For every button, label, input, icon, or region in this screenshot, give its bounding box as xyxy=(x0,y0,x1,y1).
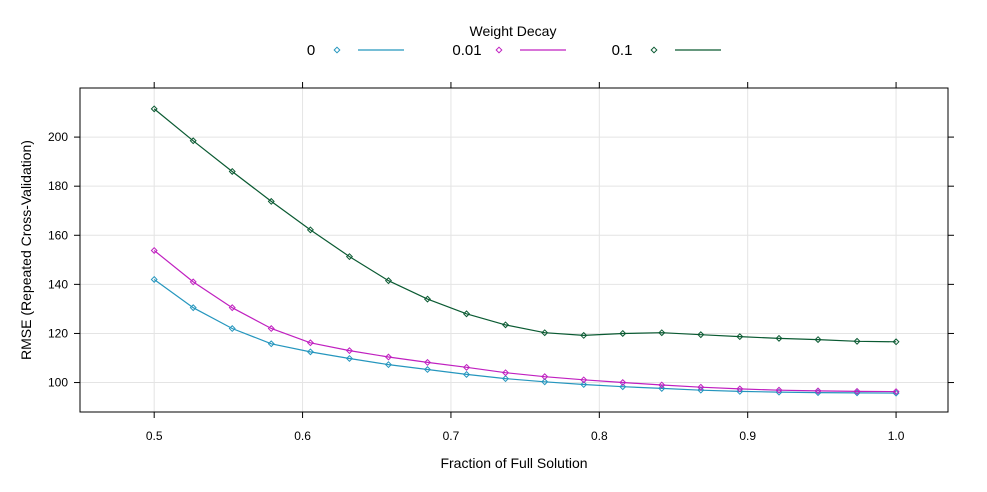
legend-entry-0: 0 xyxy=(307,42,404,59)
data-point xyxy=(658,381,666,389)
y-tick-label: 140 xyxy=(48,277,68,291)
data-point xyxy=(345,354,353,362)
data-point xyxy=(541,378,549,386)
legend-title: Weight Decay xyxy=(470,23,557,39)
data-point xyxy=(502,375,510,383)
series-line xyxy=(153,250,897,393)
data-point xyxy=(423,295,432,303)
legend-marker xyxy=(650,46,658,54)
data-point xyxy=(502,321,510,329)
data-point xyxy=(345,253,353,261)
legend-marker xyxy=(333,46,341,54)
data-point xyxy=(228,325,236,333)
data-point xyxy=(736,333,744,341)
data-point xyxy=(267,325,275,333)
data-point xyxy=(658,329,666,337)
data-point xyxy=(463,363,471,371)
data-point xyxy=(775,386,783,394)
legend-entry-0.1: 0.1 xyxy=(612,42,721,59)
data-point xyxy=(580,331,588,339)
data-point xyxy=(150,275,158,283)
data-point xyxy=(697,331,705,339)
x-axis-label: Fraction of Full Solution xyxy=(440,455,587,471)
data-point xyxy=(736,385,744,393)
data-point xyxy=(189,278,197,286)
data-point xyxy=(189,137,197,145)
x-tick-label: 1.0 xyxy=(888,429,905,443)
plot-frame xyxy=(79,87,949,413)
x-tick-label: 0.9 xyxy=(739,429,756,443)
data-point xyxy=(345,347,353,355)
y-axis-label: RMSE (Repeated Cross-Validation) xyxy=(18,140,34,360)
data-point xyxy=(580,376,588,384)
data-point xyxy=(502,369,510,377)
data-point xyxy=(853,387,861,395)
data-point xyxy=(892,338,900,346)
data-point xyxy=(619,383,627,391)
data-point xyxy=(384,277,392,285)
x-tick-label: 0.5 xyxy=(146,429,163,443)
data-point xyxy=(619,329,627,337)
axes: 0.5 0.6 0.7 0.8 0.9 1.0 100 120 140 160 180 200 xyxy=(48,82,954,443)
data-point xyxy=(150,105,158,113)
data-point xyxy=(580,381,588,389)
data-point xyxy=(541,329,549,337)
data-point xyxy=(150,246,158,254)
data-point xyxy=(463,370,471,378)
y-tick-label: 200 xyxy=(48,130,68,144)
legend: Weight Decay 0 0.01 0.1 xyxy=(307,23,721,59)
data-point xyxy=(814,387,822,395)
data-point xyxy=(814,336,822,344)
data-point xyxy=(423,366,432,374)
data-point xyxy=(384,353,392,361)
data-point xyxy=(306,226,314,234)
data-point xyxy=(463,310,471,318)
y-tick-label: 120 xyxy=(48,326,68,340)
y-tick-label: 180 xyxy=(48,179,68,193)
legend-marker xyxy=(495,46,503,54)
data-point xyxy=(384,361,392,369)
series-group xyxy=(150,105,900,397)
data-point xyxy=(267,197,275,205)
data-point xyxy=(228,304,236,312)
data-point xyxy=(775,334,783,342)
x-tick-label: 0.8 xyxy=(591,429,608,443)
series-0.1 xyxy=(150,105,900,346)
legend-label: 0.01 xyxy=(452,42,481,59)
data-point xyxy=(697,386,705,394)
data-point xyxy=(697,383,705,391)
data-point xyxy=(306,348,314,356)
series-0.01 xyxy=(150,246,900,396)
x-tick-label: 0.6 xyxy=(294,429,311,443)
data-point xyxy=(306,339,314,347)
legend-label: 0 xyxy=(307,42,315,59)
data-point xyxy=(619,379,627,387)
legend-entry-0.01: 0.01 xyxy=(452,42,566,59)
data-point xyxy=(658,384,666,392)
data-point xyxy=(853,337,861,345)
series-line xyxy=(153,108,897,343)
data-point xyxy=(892,388,900,396)
series-line xyxy=(153,279,897,394)
x-tick-label: 0.7 xyxy=(443,429,460,443)
y-tick-label: 100 xyxy=(48,376,68,390)
grid xyxy=(80,88,948,412)
legend-label: 0.1 xyxy=(612,42,633,59)
data-point xyxy=(267,340,275,348)
series-0 xyxy=(150,275,900,397)
y-tick-label: 160 xyxy=(48,228,68,242)
data-point xyxy=(228,167,236,175)
data-point xyxy=(189,304,197,312)
data-point xyxy=(541,373,549,381)
data-point xyxy=(423,358,432,366)
